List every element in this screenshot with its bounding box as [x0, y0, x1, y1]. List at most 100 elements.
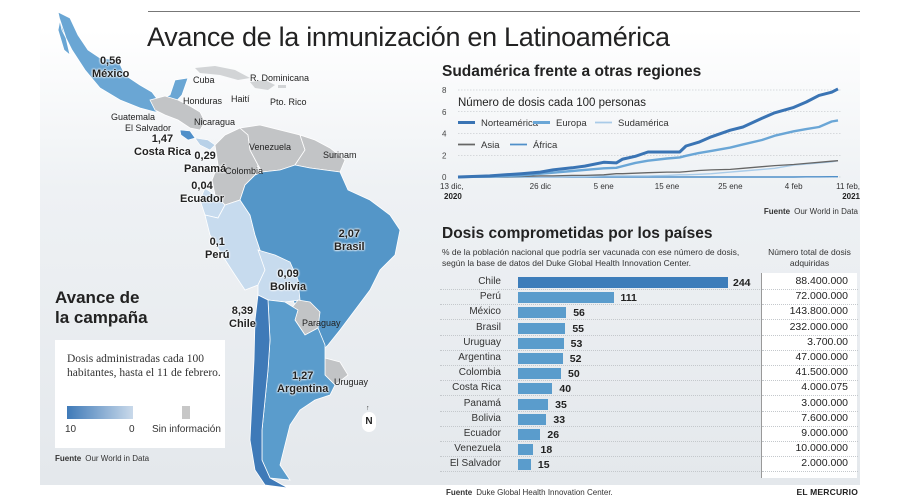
legend-gradient-bar	[67, 406, 133, 419]
bar-category-label: Bolivia	[471, 412, 501, 424]
bar-value-label: 26	[547, 429, 560, 441]
map-island-pr	[278, 85, 286, 88]
bar-value-label: 50	[568, 368, 580, 381]
bar	[518, 444, 534, 456]
x-tick-label: 11 feb,	[836, 182, 860, 191]
legend-scale-min: 0	[129, 424, 135, 435]
series-line-sudamérica	[458, 160, 839, 178]
bar	[518, 322, 566, 334]
map-label-chile: 8,39 Chile	[229, 305, 256, 330]
bar-value-label: 35	[555, 398, 567, 411]
x-tick-year: 2020	[444, 192, 462, 201]
bar-value-label: 33	[553, 413, 566, 426]
map-label-mexico: 0,56 México	[92, 55, 130, 80]
total-doses-value: 7.600.000	[762, 412, 858, 427]
map-label-panama: 0,29 Panamá	[184, 150, 227, 175]
map-country-costa-rica	[179, 129, 196, 141]
bar-row: Venezuela 18	[440, 442, 760, 458]
map-label-costa-rica: 1,47 Costa Rica	[134, 133, 191, 158]
total-doses-value: 41.500.000	[762, 366, 858, 382]
map-label-cuba: Cuba	[193, 75, 215, 85]
y-tick-label: 6	[442, 108, 447, 117]
bar-row: Uruguay 53	[440, 336, 760, 351]
bar-category-label: Ecuador	[463, 428, 501, 439]
total-doses-value: 232.000.000	[762, 321, 858, 336]
bar-category-label: Perú	[479, 291, 501, 303]
bar-value-label: 56	[573, 307, 585, 320]
total-doses-value: 3.000.000	[762, 397, 858, 412]
totals-column: 88.400.000 72.000.000 143.800.000 232.000.0…	[761, 273, 858, 478]
bar-category-label: Costa Rica	[452, 382, 501, 394]
bar-category-label: Brasil	[475, 321, 501, 333]
total-doses-value: 2.000.000	[762, 457, 858, 473]
map-label-venezuela: Venezuela	[249, 142, 292, 152]
bar-chart-source: Fuente Duke Global Health Innovation Cent…	[446, 488, 613, 497]
map-label-surinam: Surinam	[323, 150, 357, 160]
legend-scale-max: 10	[65, 424, 77, 435]
bar-chart-title: Dosis comprometidas por los países	[442, 225, 713, 242]
bar-chart-subtitle: % de la población nacional que podría se…	[442, 247, 740, 268]
page-title: Avance de la inmunización en Latinoaméri…	[147, 22, 670, 52]
y-tick-label: 0	[442, 173, 447, 182]
bar-chart: Chile 244 Perú 111 México 56 Brasil 55 Uruguay 53…	[440, 275, 760, 475]
bar-row: Panamá 35	[440, 397, 760, 412]
series-line-asia	[458, 160, 839, 178]
bar-value-label: 244	[733, 277, 751, 289]
line-chart-title: Sudamérica frente a otras regiones	[442, 63, 702, 80]
y-tick-label: 2	[442, 151, 447, 160]
map-label-argentina: 1,27 Argentina	[277, 370, 329, 395]
bar-row: Bolivia 33	[440, 412, 760, 427]
bar-value-label: 53	[570, 337, 583, 350]
bar	[518, 398, 549, 410]
total-doses-value: 4.000.075	[762, 381, 858, 397]
bar	[518, 353, 563, 364]
total-doses-value: 88.400.000	[762, 275, 858, 290]
map-label-bolivia: 0,09 Bolivia	[270, 268, 307, 293]
map-label-brazil: 2,07 Brasil	[334, 228, 365, 253]
bar-value-label: 111	[620, 292, 637, 305]
bar-value-label: 15	[537, 459, 550, 472]
map-label-dominican-republic: R. Dominicana	[250, 73, 310, 83]
line-chart: 0 2 4 6 8 13 dic,2020 26 dic 5 ene 15 ene 25 ene 4…	[440, 86, 860, 201]
bar-category-label: Uruguay	[463, 336, 501, 348]
bar	[518, 277, 728, 288]
bar	[518, 413, 547, 425]
map-legend: Dosis administradas cada 100 habitantes,…	[55, 340, 225, 448]
bar-category-label: El Salvador	[449, 458, 501, 470]
map-label-nicaragua: Nicaragua	[194, 117, 236, 127]
bar	[518, 307, 567, 319]
bar	[518, 292, 614, 304]
bar-row: Colombia 50	[440, 366, 760, 382]
map-label-puerto-rico: Pto. Rico	[270, 97, 307, 107]
map-label-el-salvador: El Salvador	[125, 123, 172, 133]
map-source: Fuente Our World in Data	[55, 454, 150, 463]
top-rule	[148, 11, 860, 12]
north-compass-icon: N	[362, 412, 376, 432]
map-country-chile	[249, 294, 289, 489]
map-label-ecuador: 0,04 Ecuador	[180, 180, 225, 205]
bar-value-label: 52	[569, 353, 582, 365]
legend-description: Dosis administradas cada 100 habitantes,…	[67, 353, 221, 379]
legend-label-sudamérica: Sudamérica	[618, 118, 669, 129]
total-doses-value: 3.700.00	[762, 336, 858, 351]
bar-row: Argentina 52	[440, 351, 760, 366]
map-label-uruguay: Uruguay	[334, 377, 369, 387]
bar-value-label: 18	[540, 444, 553, 457]
bar-category-label: Colombia	[458, 367, 501, 379]
bar-row: Costa Rica 40	[440, 381, 760, 397]
legend-no-info-swatch	[182, 406, 190, 419]
x-tick-label: 4 feb	[785, 182, 803, 191]
map-label-honduras: Honduras	[183, 96, 223, 106]
bar-category-label: Venezuela	[454, 443, 501, 455]
y-tick-label: 4	[442, 130, 447, 139]
bar-row: El Salvador 15	[440, 457, 760, 473]
total-doses-value: 143.800.000	[762, 305, 858, 321]
latin-america-map	[57, 11, 401, 489]
map-country-central-america	[149, 95, 206, 131]
bar-row: Brasil 55	[440, 321, 760, 336]
bar	[518, 337, 564, 349]
map-legend-title: Avance de la campaña	[55, 288, 148, 327]
bar-value-label: 40	[559, 383, 572, 396]
x-tick-label: 5 ene	[594, 182, 615, 191]
line-chart-subtitle: Número de dosis cada 100 personas	[458, 97, 646, 109]
